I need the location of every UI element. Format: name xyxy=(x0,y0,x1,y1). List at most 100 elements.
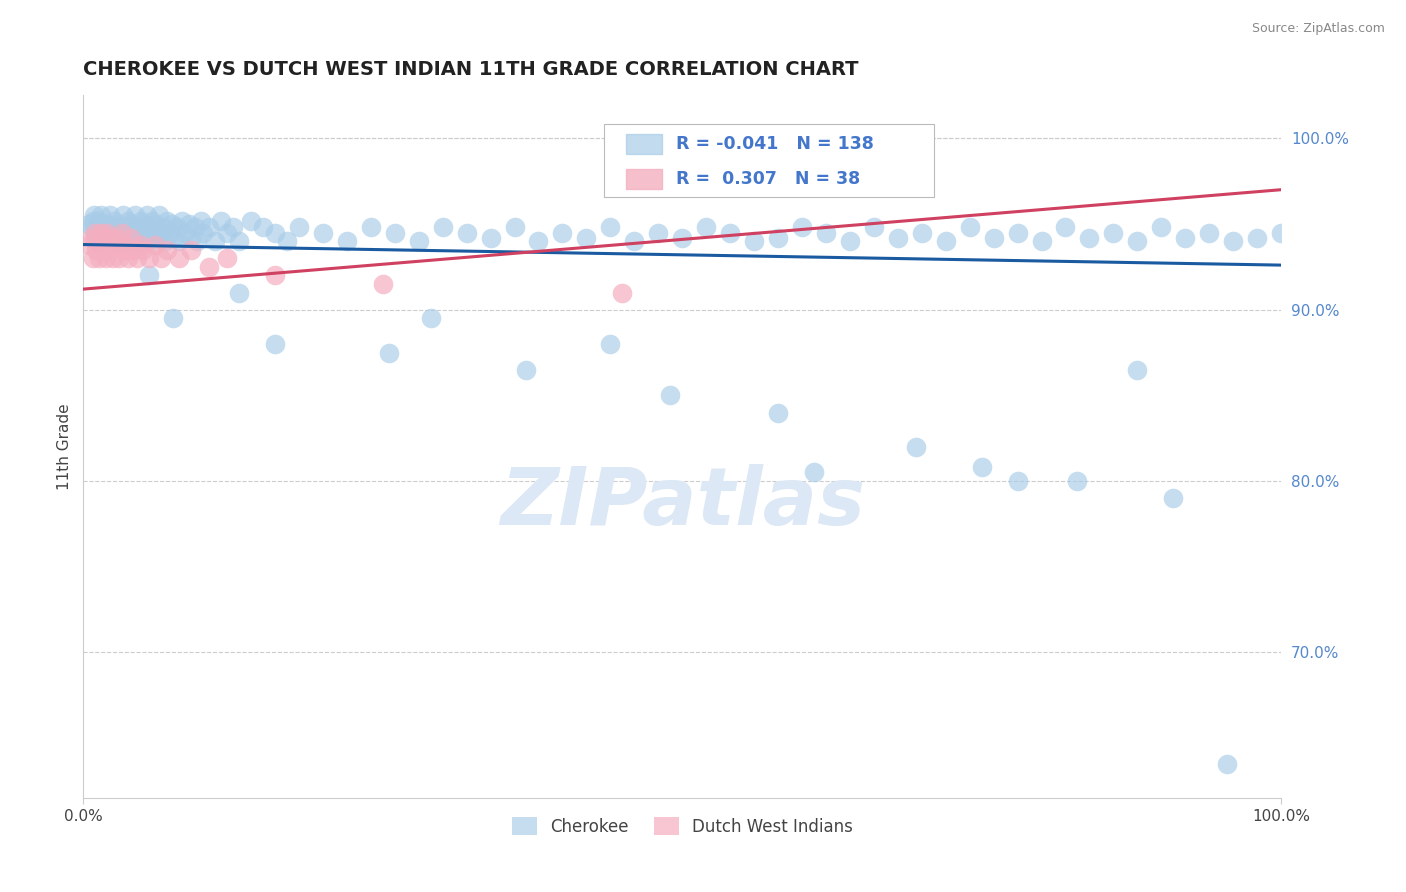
Point xyxy=(87,226,110,240)
Point xyxy=(160,217,183,231)
Point xyxy=(100,226,122,240)
Point xyxy=(142,226,165,240)
Point xyxy=(1161,491,1184,506)
Point xyxy=(94,226,117,240)
Point xyxy=(104,234,127,248)
Point xyxy=(103,252,125,266)
Point xyxy=(143,237,166,252)
Point xyxy=(77,217,100,231)
Point xyxy=(84,226,107,240)
Point xyxy=(89,217,111,231)
Point xyxy=(103,237,125,252)
Point xyxy=(135,208,157,222)
Point xyxy=(1222,234,1244,248)
Point xyxy=(766,405,789,419)
Point xyxy=(186,234,208,248)
Point xyxy=(1102,226,1125,240)
Point xyxy=(742,234,765,248)
Text: R = -0.041   N = 138: R = -0.041 N = 138 xyxy=(676,136,875,153)
Point xyxy=(312,226,335,240)
Point xyxy=(479,230,502,244)
Point xyxy=(150,252,173,266)
Point xyxy=(1054,220,1077,235)
Point xyxy=(575,230,598,244)
Point xyxy=(139,234,162,248)
Point xyxy=(110,220,132,235)
Point xyxy=(141,213,163,227)
Point xyxy=(959,220,981,235)
Point xyxy=(252,220,274,235)
Point xyxy=(87,252,110,266)
Legend: Cherokee, Dutch West Indians: Cherokee, Dutch West Indians xyxy=(505,811,859,843)
Y-axis label: 11th Grade: 11th Grade xyxy=(58,403,72,490)
Point xyxy=(112,226,135,240)
Point xyxy=(77,237,100,252)
Point xyxy=(94,252,117,266)
Text: Source: ZipAtlas.com: Source: ZipAtlas.com xyxy=(1251,22,1385,36)
Point xyxy=(336,234,359,248)
Point xyxy=(117,252,139,266)
Point xyxy=(503,220,526,235)
FancyBboxPatch shape xyxy=(626,169,662,189)
Point xyxy=(264,337,287,351)
Point xyxy=(180,243,202,257)
Point xyxy=(150,226,173,240)
Point xyxy=(527,234,550,248)
Point xyxy=(887,230,910,244)
Point xyxy=(456,226,478,240)
Point xyxy=(695,220,717,235)
Point xyxy=(163,230,186,244)
Point xyxy=(360,220,382,235)
Point xyxy=(1126,234,1149,248)
Point xyxy=(814,226,837,240)
Point xyxy=(599,220,621,235)
Point xyxy=(135,230,157,244)
FancyBboxPatch shape xyxy=(626,135,662,154)
Point xyxy=(124,208,146,222)
Point xyxy=(1031,234,1053,248)
Point xyxy=(127,234,149,248)
Point xyxy=(183,220,205,235)
Point xyxy=(90,230,112,244)
Point xyxy=(138,268,160,283)
Point xyxy=(288,220,311,235)
Point xyxy=(122,230,145,244)
Point xyxy=(108,252,131,266)
Point xyxy=(1270,226,1292,240)
Point xyxy=(766,230,789,244)
Point xyxy=(90,226,112,240)
Text: CHEROKEE VS DUTCH WEST INDIAN 11TH GRADE CORRELATION CHART: CHEROKEE VS DUTCH WEST INDIAN 11TH GRADE… xyxy=(83,60,859,78)
Point xyxy=(127,220,149,235)
Point xyxy=(82,252,104,266)
Point xyxy=(143,217,166,231)
Point xyxy=(228,285,250,300)
Point xyxy=(156,243,179,257)
Point xyxy=(153,234,176,248)
Point xyxy=(105,230,128,244)
Point xyxy=(1246,230,1268,244)
Point xyxy=(204,234,226,248)
Point xyxy=(86,220,108,235)
Point xyxy=(120,217,142,231)
Point xyxy=(114,220,136,235)
Point xyxy=(167,234,190,248)
Point xyxy=(80,230,103,244)
Point xyxy=(551,226,574,240)
Point xyxy=(97,230,120,244)
Point xyxy=(863,220,886,235)
Point xyxy=(419,311,441,326)
Point xyxy=(83,208,105,222)
Point xyxy=(432,220,454,235)
Point xyxy=(970,460,993,475)
Point xyxy=(121,220,143,235)
Point xyxy=(1007,226,1029,240)
Point xyxy=(138,220,160,235)
Point xyxy=(599,337,621,351)
Point xyxy=(111,226,134,240)
Point xyxy=(911,226,934,240)
Point xyxy=(96,226,118,240)
Point xyxy=(103,220,125,235)
Point xyxy=(127,252,149,266)
Point xyxy=(659,388,682,402)
Point xyxy=(177,217,200,231)
